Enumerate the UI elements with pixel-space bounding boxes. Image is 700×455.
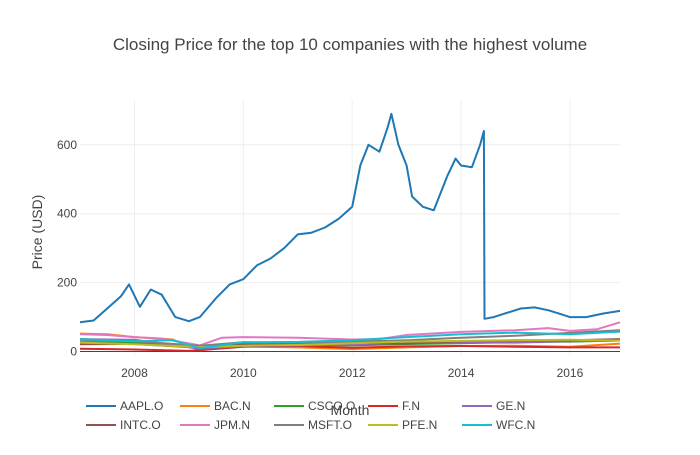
- legend-label: AAPL.O: [120, 399, 163, 413]
- chart-title: Closing Price for the top 10 companies w…: [113, 35, 587, 54]
- series-lines: [79, 112, 621, 352]
- legend-item: JPM.N: [180, 418, 250, 432]
- series-line-msft-o: [80, 329, 621, 347]
- legend-item: GE.N: [462, 399, 525, 413]
- legend-label: MSFT.O: [308, 418, 352, 432]
- grid: [80, 100, 620, 355]
- legend-label: BAC.N: [214, 399, 251, 413]
- x-tick-label: 2008: [121, 366, 148, 380]
- series-line-aapl-o: [79, 112, 621, 324]
- legend-label: CSCO.O: [308, 399, 355, 413]
- series-line-wfc-n: [79, 330, 621, 350]
- legend-label: WFC.N: [496, 418, 535, 432]
- series-line-pfe-n: [79, 338, 621, 349]
- axes: 2008 2010 2012 2014 2016 0 200 400 600: [57, 138, 584, 380]
- y-tick-label: 600: [57, 138, 77, 152]
- legend-label: GE.N: [496, 399, 525, 413]
- x-tick-label: 2016: [557, 366, 584, 380]
- legend-item: WFC.N: [462, 418, 535, 432]
- legend-item: PFE.N: [368, 418, 437, 432]
- legend-item: F.N: [368, 399, 420, 413]
- legend-item: BAC.N: [180, 399, 251, 413]
- series-line-f-n: [79, 345, 620, 352]
- legend-label: PFE.N: [402, 418, 437, 432]
- x-axis-label: Month: [331, 402, 370, 418]
- y-tick-label: 0: [70, 345, 77, 359]
- legend: AAPL.O BAC.N CSCO.O F.N GE.N INTC.O JPM.N MSFT.…: [86, 399, 535, 432]
- x-tick-label: 2014: [448, 366, 475, 380]
- legend-item: AAPL.O: [86, 399, 163, 413]
- x-tick-label: 2010: [230, 366, 257, 380]
- x-tick-label: 2012: [339, 366, 366, 380]
- legend-item: INTC.O: [86, 418, 161, 432]
- y-tick-label: 200: [57, 276, 77, 290]
- legend-label: JPM.N: [214, 418, 250, 432]
- legend-item: MSFT.O: [274, 418, 352, 432]
- legend-label: F.N: [402, 399, 420, 413]
- y-axis-label: Price (USD): [29, 195, 45, 270]
- legend-item: CSCO.O: [274, 399, 355, 413]
- legend-label: INTC.O: [120, 418, 161, 432]
- y-tick-label: 400: [57, 207, 77, 221]
